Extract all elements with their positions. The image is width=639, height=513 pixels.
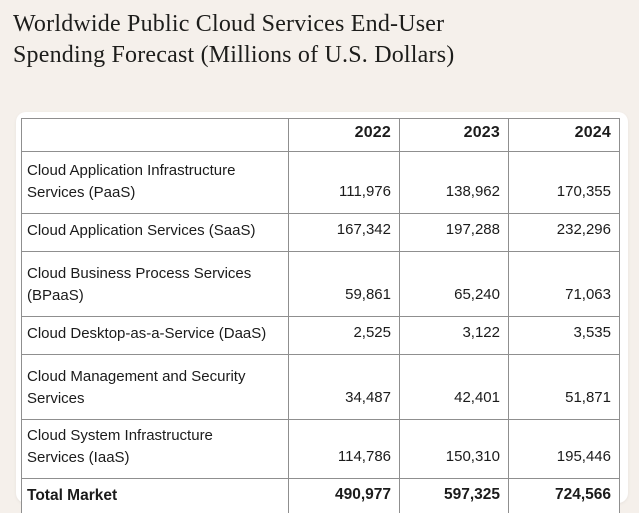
header-cell-year-2024: 2024 <box>508 118 620 152</box>
table-row: Cloud System Infrastructure Services (Ia… <box>21 419 620 479</box>
page-title-line-1: Worldwide Public Cloud Services End-User <box>13 11 445 37</box>
value-cell-2024: 170,355 <box>508 151 620 214</box>
value-cell-2024: 3,535 <box>508 316 620 355</box>
row-label: Cloud System Infrastructure Services (Ia… <box>21 419 289 479</box>
value-cell-2024: 51,871 <box>508 354 620 420</box>
value-cell-2023: 3,122 <box>399 316 509 355</box>
header-cell-year-2023: 2023 <box>399 118 509 152</box>
value-cell-2024: 724,566 <box>508 478 620 513</box>
value-cell-2023: 138,962 <box>399 151 509 214</box>
table-row: Cloud Business Process Services (BPaaS) 5… <box>21 251 620 317</box>
table-card: 2022 2023 2024 Cloud Application Infrast… <box>16 112 628 513</box>
value-cell-2022: 2,525 <box>288 316 400 355</box>
table-row: Cloud Management and Security Services 34… <box>21 354 620 420</box>
row-label: Cloud Application Services (SaaS) <box>21 213 289 252</box>
value-cell-2022: 59,861 <box>288 251 400 317</box>
table-header-row: 2022 2023 2024 <box>21 118 620 152</box>
row-label: Cloud Business Process Services (BPaaS) <box>21 251 289 317</box>
row-label: Total Market <box>21 478 289 513</box>
row-label: Cloud Application Infrastructure Service… <box>21 151 289 214</box>
header-cell-empty <box>21 118 289 152</box>
value-cell-2024: 232,296 <box>508 213 620 252</box>
header-cell-year-2022: 2022 <box>288 118 400 152</box>
value-cell-2022: 167,342 <box>288 213 400 252</box>
table-row-total: Total Market 490,977 597,325 724,566 <box>21 478 620 513</box>
table-row: Cloud Desktop-as-a-Service (DaaS) 2,525 3,… <box>21 316 620 355</box>
value-cell-2023: 65,240 <box>399 251 509 317</box>
value-cell-2022: 490,977 <box>288 478 400 513</box>
value-cell-2023: 42,401 <box>399 354 509 420</box>
value-cell-2024: 195,446 <box>508 419 620 479</box>
table-row: Cloud Application Infrastructure Service… <box>21 151 620 214</box>
row-label: Cloud Desktop-as-a-Service (DaaS) <box>21 316 289 355</box>
value-cell-2024: 71,063 <box>508 251 620 317</box>
row-label: Cloud Management and Security Services <box>21 354 289 420</box>
value-cell-2023: 150,310 <box>399 419 509 479</box>
page-title-line-2: Spending Forecast (Millions of U.S. Doll… <box>13 42 455 68</box>
page-title: Worldwide Public Cloud Services End-User… <box>13 9 454 71</box>
table-row: Cloud Application Services (SaaS) 167,342… <box>21 213 620 252</box>
value-cell-2022: 111,976 <box>288 151 400 214</box>
value-cell-2023: 597,325 <box>399 478 509 513</box>
value-cell-2023: 197,288 <box>399 213 509 252</box>
value-cell-2022: 34,487 <box>288 354 400 420</box>
spending-table: 2022 2023 2024 Cloud Application Infrast… <box>21 118 620 513</box>
value-cell-2022: 114,786 <box>288 419 400 479</box>
spending-table-body: Cloud Application Infrastructure Service… <box>21 151 620 513</box>
